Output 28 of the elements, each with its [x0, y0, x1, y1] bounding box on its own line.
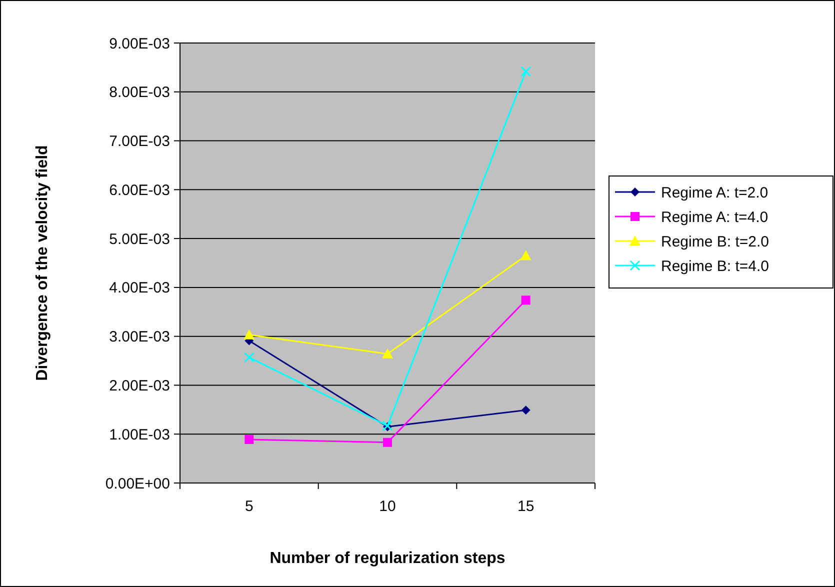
y-tick-label: 0.00E+00 — [105, 475, 170, 492]
point — [244, 329, 255, 340]
y-axis-title: Divergence of the velocity field — [34, 145, 51, 381]
x-axis-title: Number of regularization steps — [270, 550, 506, 567]
legend-label: Regime B: t=4.0 — [661, 258, 769, 275]
point — [520, 66, 532, 77]
point — [244, 434, 254, 444]
legend-label: Regime A: t=2.0 — [661, 184, 768, 202]
y-tick-label: 1.00E-03 — [109, 426, 170, 444]
y-tick-label: 4.00E-03 — [109, 280, 170, 297]
x-tick-label: 15 — [517, 498, 534, 515]
point — [520, 250, 532, 260]
point — [382, 348, 393, 358]
y-tick-label: 6.00E-03 — [109, 182, 170, 199]
legend-label: Regime B: t=2.0 — [661, 233, 769, 250]
legend-label: Regime A: t=4.0 — [661, 208, 768, 226]
y-tick-label: 9.00E-03 — [109, 35, 170, 52]
y-tick-label: 8.00E-03 — [109, 84, 170, 102]
point — [521, 296, 530, 305]
y-tick-label: 2.00E-03 — [109, 377, 170, 394]
point — [383, 438, 392, 447]
point — [521, 406, 530, 415]
x-tick-label: 10 — [379, 498, 396, 515]
y-tick-label: 3.00E-03 — [109, 328, 170, 346]
y-tick-label: 7.00E-03 — [109, 133, 170, 150]
point — [244, 352, 254, 363]
x-tick-label: 5 — [244, 498, 254, 515]
y-tick-label: 5.00E-03 — [109, 230, 170, 248]
